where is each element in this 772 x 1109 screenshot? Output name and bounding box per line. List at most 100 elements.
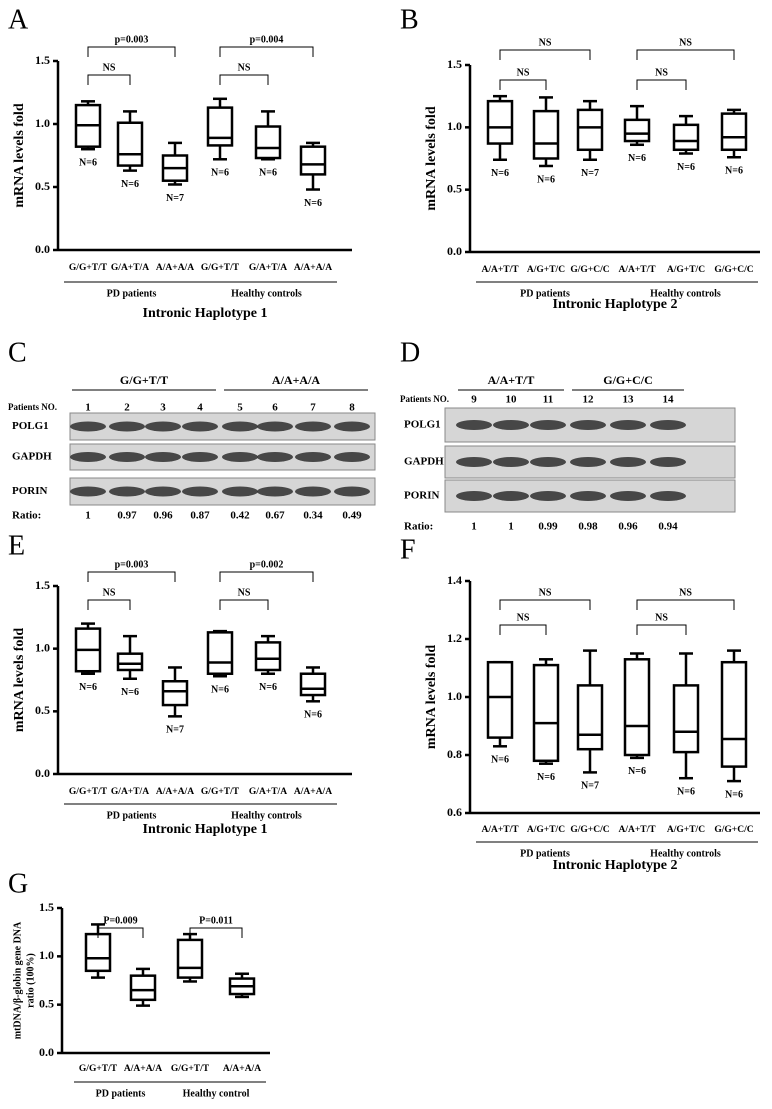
n-label: N=6 bbox=[491, 755, 509, 766]
bracket bbox=[219, 74, 269, 85]
row-label: POLG1 bbox=[404, 419, 441, 431]
bracket bbox=[219, 599, 269, 610]
category-label: G/G+T/T bbox=[69, 263, 108, 273]
comparison-label: NS bbox=[238, 62, 251, 73]
category-label: G/G+T/T bbox=[171, 1064, 210, 1074]
comparison-label: p=0.003 bbox=[115, 559, 149, 570]
band bbox=[610, 420, 646, 430]
category-label: G/G+C/C bbox=[714, 825, 753, 835]
blot-group-label: A/A+T/T bbox=[488, 373, 535, 387]
band bbox=[109, 452, 145, 462]
band bbox=[182, 421, 218, 432]
bracket bbox=[499, 79, 547, 90]
band bbox=[570, 457, 606, 467]
panel-label: E bbox=[8, 530, 25, 561]
band bbox=[610, 491, 646, 501]
category-label: G/A+T/A bbox=[111, 787, 149, 797]
n-label: N=7 bbox=[581, 168, 599, 179]
band bbox=[650, 420, 686, 430]
y-tick-label: 1.5 bbox=[35, 53, 50, 67]
lane-number: 6 bbox=[272, 402, 278, 414]
bracket bbox=[499, 599, 591, 610]
lane-title: Patients NO. bbox=[400, 394, 449, 404]
band bbox=[334, 421, 370, 432]
y-tick-label: 1.0 bbox=[39, 948, 54, 962]
box bbox=[720, 660, 748, 768]
band bbox=[70, 486, 106, 497]
y-tick-label: 0.0 bbox=[35, 766, 50, 780]
band bbox=[145, 452, 181, 462]
band bbox=[222, 421, 258, 432]
n-label: N=6 bbox=[259, 168, 277, 179]
comparison-label: NS bbox=[103, 587, 116, 598]
box bbox=[299, 145, 327, 176]
band bbox=[70, 452, 106, 462]
category-label: A/G+T/C bbox=[667, 265, 705, 275]
band bbox=[650, 491, 686, 501]
lane-number: 5 bbox=[237, 402, 243, 414]
panel-label: D bbox=[400, 337, 420, 368]
blot-group-label: G/G+T/T bbox=[120, 373, 168, 387]
comparison-label: NS bbox=[679, 587, 692, 598]
n-label: N=7 bbox=[166, 725, 184, 736]
box bbox=[254, 125, 282, 160]
category-label: A/A+A/A bbox=[156, 263, 194, 273]
y-tick-label: 1.4 bbox=[447, 573, 462, 587]
ratio-value: 1 bbox=[85, 510, 91, 522]
y-axis-label: mtDNA/β-globin gene DNA bbox=[12, 921, 23, 1039]
category-label: A/G+T/C bbox=[667, 825, 705, 835]
band bbox=[295, 421, 331, 432]
lane-number: 9 bbox=[471, 394, 477, 406]
ratio-label: Ratio: bbox=[12, 510, 41, 522]
bracket bbox=[219, 46, 314, 57]
lane-title: Patients NO. bbox=[8, 402, 57, 412]
category-label: G/G+T/T bbox=[201, 263, 240, 273]
n-label: N=6 bbox=[304, 710, 322, 721]
band bbox=[493, 420, 529, 430]
band bbox=[650, 457, 686, 467]
box bbox=[116, 121, 144, 167]
comparison-label: NS bbox=[517, 67, 530, 78]
ratio-value: 0.96 bbox=[618, 521, 638, 533]
comparison-label: NS bbox=[655, 612, 668, 623]
group-label: Healthy control bbox=[183, 1088, 250, 1099]
panel-label: A bbox=[8, 4, 29, 35]
y-axis-label: mRNA levels fold bbox=[12, 103, 27, 207]
lane-number: 8 bbox=[349, 402, 355, 414]
n-label: N=6 bbox=[537, 772, 555, 783]
y-tick-label: 0.0 bbox=[39, 1045, 54, 1059]
box bbox=[532, 109, 560, 160]
group-label: PD patients bbox=[107, 810, 157, 821]
category-label: G/G+C/C bbox=[570, 265, 609, 275]
lane-number: 1 bbox=[85, 402, 91, 414]
row-label: GAPDH bbox=[404, 456, 444, 468]
band bbox=[257, 452, 293, 462]
category-label: A/A+T/T bbox=[481, 265, 519, 275]
box bbox=[176, 938, 204, 979]
band bbox=[530, 491, 566, 501]
lane-number: 7 bbox=[310, 402, 316, 414]
n-label: N=6 bbox=[491, 168, 509, 179]
comparison-label: P=0.009 bbox=[103, 915, 137, 926]
y-tick-label: 1.2 bbox=[447, 631, 462, 645]
n-label: N=6 bbox=[725, 166, 743, 177]
bracket bbox=[499, 624, 547, 635]
x-axis-label: Intronic Haplotype 1 bbox=[143, 822, 268, 837]
band bbox=[493, 457, 529, 467]
bracket bbox=[219, 571, 314, 582]
ratio-value: 0.34 bbox=[303, 510, 323, 522]
bracket bbox=[636, 599, 735, 610]
ratio-value: 0.94 bbox=[658, 521, 678, 533]
box bbox=[129, 974, 157, 1002]
lane-number: 10 bbox=[506, 394, 518, 406]
band bbox=[570, 491, 606, 501]
lane-number: 3 bbox=[160, 402, 166, 414]
band bbox=[295, 486, 331, 497]
category-label: G/G+T/T bbox=[69, 787, 108, 797]
category-label: A/G+T/C bbox=[527, 825, 565, 835]
comparison-label: NS bbox=[103, 62, 116, 73]
comparison-label: p=0.002 bbox=[250, 559, 284, 570]
y-tick-label: 0.5 bbox=[39, 996, 54, 1010]
n-label: N=6 bbox=[304, 198, 322, 209]
